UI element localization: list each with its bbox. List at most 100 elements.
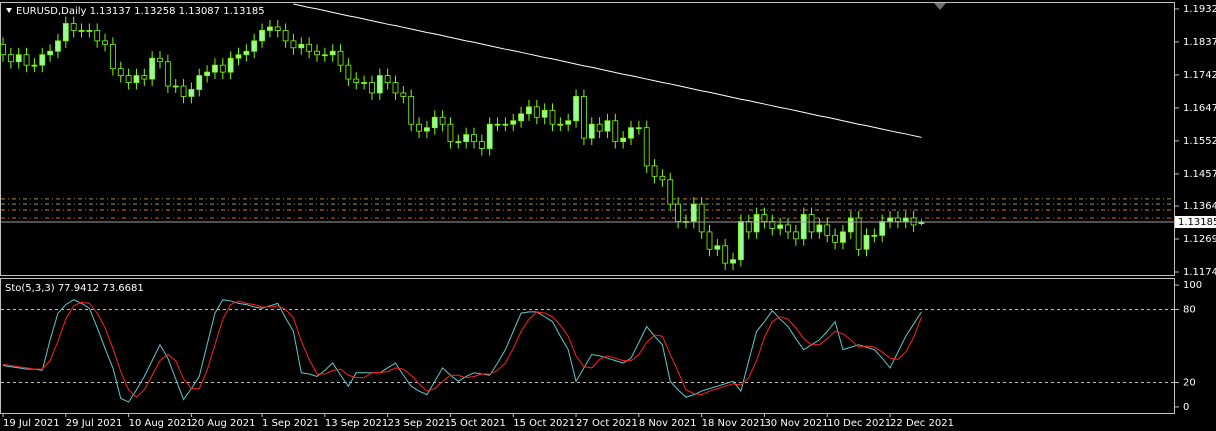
candle-body — [353, 78, 360, 83]
candle-body — [887, 217, 893, 222]
candle-body — [282, 30, 289, 42]
candle-body — [855, 217, 862, 250]
stochastic-line — [2, 299, 922, 403]
y-tick-label: 20 — [1183, 378, 1196, 389]
candle-body — [329, 50, 336, 56]
candle-body — [361, 82, 368, 84]
candle-body — [157, 57, 163, 63]
candle-body — [314, 50, 320, 56]
candle-body — [730, 259, 736, 264]
candle-body — [133, 75, 140, 83]
candle-body — [698, 203, 705, 233]
candle-body — [251, 40, 258, 52]
candle-body — [78, 30, 85, 32]
candle-body — [227, 57, 234, 73]
x-tick-label: 13 Sep 2021 — [325, 418, 388, 429]
candle-body — [7, 54, 14, 63]
candle-body — [431, 116, 438, 129]
candle-body — [125, 75, 132, 83]
y-tick-label: 1.16470 — [1183, 103, 1216, 114]
candle-body — [471, 134, 477, 142]
candle-body — [423, 127, 430, 132]
candle-body — [408, 96, 415, 125]
candle-body — [557, 123, 564, 126]
candle-body — [94, 30, 101, 42]
candle-body — [196, 75, 203, 90]
candle-body — [180, 85, 187, 97]
y-tick-label: 1.15520 — [1183, 136, 1216, 147]
candle-body — [769, 221, 776, 229]
candle-body — [628, 127, 634, 139]
candle-body — [840, 231, 846, 243]
candle-body — [745, 221, 752, 233]
candle-body — [486, 123, 493, 149]
moving-average — [293, 3, 922, 138]
candle-body — [832, 234, 838, 243]
y-tick-label: 1.18370 — [1183, 37, 1216, 48]
candle-body — [871, 234, 878, 237]
candle-body — [792, 231, 799, 240]
x-tick-label: 15 Oct 2021 — [513, 418, 575, 429]
candle-body — [212, 64, 218, 73]
candle-body — [808, 214, 815, 233]
candle-body — [298, 43, 305, 49]
candle-body — [62, 23, 69, 42]
candle-body — [172, 85, 179, 88]
candle-body — [722, 245, 729, 264]
candle-body — [463, 134, 470, 142]
candle-body — [604, 120, 611, 132]
candle-body — [494, 123, 501, 126]
stoch-panel-frame — [0, 278, 1175, 414]
candle-body — [510, 120, 517, 125]
candle-body — [549, 109, 556, 125]
candle-body — [706, 231, 713, 250]
candle-body — [738, 221, 744, 261]
candle-body — [777, 224, 784, 229]
candle-body — [337, 50, 344, 66]
candle-body — [0, 43, 6, 56]
candle-body — [235, 54, 242, 59]
candle-body — [588, 123, 595, 139]
candle-body — [306, 43, 313, 52]
candle-body — [55, 40, 61, 52]
candle-body — [533, 106, 540, 118]
candle-body — [667, 179, 674, 205]
y-tick-label: 1.19320 — [1183, 4, 1216, 15]
y-tick-label: 1.17420 — [1183, 70, 1216, 81]
candle-body — [369, 82, 375, 94]
x-tick-label: 30 Nov 2021 — [764, 418, 828, 429]
x-tick-label: 29 Jul 2021 — [66, 418, 123, 429]
candle-body — [23, 54, 30, 66]
shift-marker — [934, 3, 946, 10]
candle-body — [895, 217, 901, 222]
x-tick-label: 1 Sep 2021 — [262, 418, 319, 429]
x-tick-label: 20 Aug 2021 — [191, 418, 255, 429]
candle-body — [141, 75, 148, 80]
candle-body — [274, 26, 281, 31]
candle-body — [164, 61, 171, 87]
candle-body — [753, 214, 760, 233]
candle-body — [518, 113, 524, 122]
candle-body — [345, 64, 352, 80]
candle-body — [188, 89, 195, 97]
candle-body — [612, 120, 619, 142]
candle-body — [690, 203, 697, 222]
candle-body — [39, 54, 46, 66]
candle-body — [643, 127, 650, 167]
candle-body — [565, 120, 572, 125]
candle-body — [392, 82, 399, 94]
candle-body — [526, 106, 532, 115]
x-tick-label: 10 Dec 2021 — [827, 418, 891, 429]
stochastic-line — [2, 300, 922, 398]
x-tick-label: 10 Aug 2021 — [129, 418, 193, 429]
y-tick-label: 1.11745 — [1183, 267, 1216, 278]
menu-triangle — [6, 8, 12, 13]
y-tick-label: 80 — [1183, 304, 1196, 315]
x-tick-label: 5 Oct 2021 — [450, 418, 505, 429]
candle-body — [800, 214, 807, 240]
y-tick-label: 0 — [1183, 402, 1189, 413]
candle-body — [573, 96, 579, 122]
candle-body — [581, 96, 587, 139]
